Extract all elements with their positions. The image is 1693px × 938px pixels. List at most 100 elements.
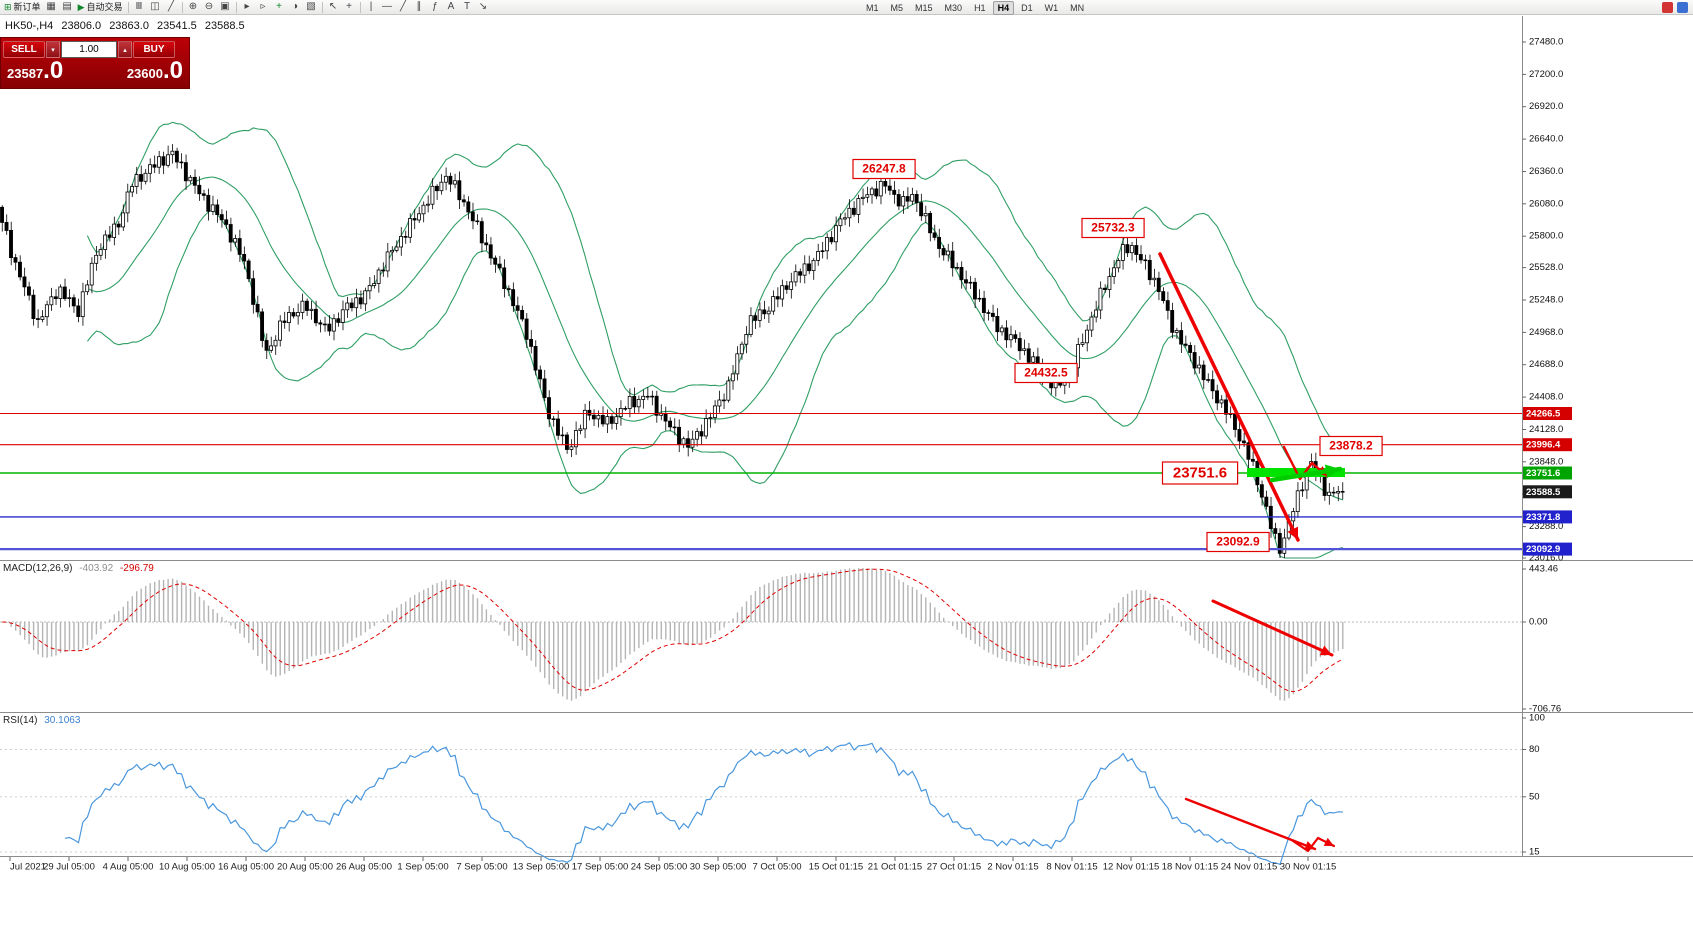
sell-price: 23587.0 (7, 57, 64, 84)
buy-button[interactable]: BUY (133, 41, 175, 58)
macd-main-value: -403.92 (79, 563, 114, 574)
svg-text:0.00: 0.00 (1529, 617, 1548, 628)
volume-input[interactable] (61, 41, 117, 58)
bar-chart-icon[interactable]: Ⅲ (135, 1, 143, 12)
svg-text:23588.5: 23588.5 (1526, 487, 1561, 498)
svg-text:16 Aug 05:00: 16 Aug 05:00 (218, 862, 274, 873)
toolbar-separator (235, 1, 237, 13)
candlestick-chart-icon[interactable]: ◫ (150, 1, 160, 12)
svg-text:24 Nov 01:15: 24 Nov 01:15 (1221, 862, 1278, 873)
symbol-period-label: HK50-,H4 (5, 20, 54, 32)
timeframe-button-h1[interactable]: H1 (974, 2, 986, 13)
crosshair-icon[interactable]: + (346, 1, 352, 12)
line-chart-icon[interactable]: ╱ (167, 1, 175, 12)
svg-text:27480.0: 27480.0 (1529, 37, 1563, 48)
svg-text:17 Sep 05:00: 17 Sep 05:00 (572, 862, 629, 873)
timeframe-button-m1[interactable]: M1 (866, 2, 879, 13)
timeframe-button-m5[interactable]: M5 (890, 2, 904, 13)
text-tool-icon[interactable]: A (447, 1, 455, 12)
vertical-line-icon[interactable]: | (369, 1, 373, 12)
autotrading-button[interactable]: ▶ 自动交易 (76, 1, 125, 14)
sell-dropdown-caret[interactable]: ▾ (46, 41, 60, 58)
arrows-tool-icon[interactable]: ↘ (478, 1, 488, 12)
channel-icon[interactable]: ∥ (416, 1, 422, 12)
svg-text:24968.0: 24968.0 (1529, 327, 1563, 338)
volume-stepper-caret[interactable]: ▴ (118, 41, 132, 58)
autotrading-icon: ▶ (77, 1, 85, 12)
close-value: 23588.5 (204, 20, 245, 32)
svg-text:23371.8: 23371.8 (1526, 512, 1560, 523)
macd-name: MACD(12,26,9) (3, 563, 73, 574)
label-tool-icon[interactable]: T (463, 1, 471, 12)
svg-text:13 Sep 05:00: 13 Sep 05:00 (513, 862, 570, 873)
auto-scroll-icon[interactable]: ▸ (244, 1, 250, 12)
svg-text:15: 15 (1529, 847, 1540, 858)
hlines-layer[interactable] (0, 413, 1522, 551)
rsi-indicator-label: RSI(14) 30.1063 (3, 715, 80, 726)
svg-text:26360.0: 26360.0 (1529, 166, 1563, 177)
svg-text:4 Aug 05:00: 4 Aug 05:00 (103, 862, 154, 873)
svg-text:23751.6: 23751.6 (1173, 464, 1227, 481)
open-value: 23806.0 (61, 20, 102, 32)
indicators-icon[interactable]: + (276, 1, 282, 12)
horizontal-line-icon[interactable]: — (382, 1, 392, 12)
svg-text:23092.9: 23092.9 (1216, 535, 1260, 549)
fibonacci-icon[interactable]: ƒ (432, 1, 438, 12)
annotations-layer[interactable]: 26247.8 25732.3 24432.5 23751.6 23878.2 23092… (852, 158, 1383, 553)
chart-window-icon[interactable]: ▦ (46, 1, 56, 12)
svg-text:24408.0: 24408.0 (1529, 392, 1563, 403)
svg-text:25800.0: 25800.0 (1529, 231, 1563, 242)
svg-text:12 Nov 01:15: 12 Nov 01:15 (1103, 862, 1160, 873)
svg-text:7 Sep 05:00: 7 Sep 05:00 (456, 862, 507, 873)
svg-text:23996.4: 23996.4 (1526, 440, 1561, 451)
drawings-layer[interactable] (1158, 252, 1345, 853)
svg-text:26247.8: 26247.8 (862, 162, 906, 176)
svg-text:29 Jul 05:00: 29 Jul 05:00 (43, 862, 95, 873)
frame-layer (0, 16, 1693, 857)
new-order-button[interactable]: ⊞ 新订单 (2, 1, 43, 14)
blue-square-icon[interactable] (1677, 2, 1688, 13)
candles-layer (0, 144, 1345, 558)
periods-icon[interactable]: ◑ (291, 1, 299, 12)
one-click-trading-panel: SELL ▾ ▴ BUY 23587.0 23600.0 (0, 37, 190, 89)
tile-windows-icon[interactable]: ▣ (220, 1, 230, 12)
timeframe-button-w1[interactable]: W1 (1044, 2, 1059, 13)
svg-text:23288.0: 23288.0 (1529, 521, 1563, 532)
svg-text:30 Nov 01:15: 30 Nov 01:15 (1280, 862, 1337, 873)
svg-text:26920.0: 26920.0 (1529, 101, 1563, 112)
new-order-label: 新订单 (13, 1, 41, 12)
chart-shift-icon[interactable]: ▹ (260, 1, 266, 12)
trendline-icon[interactable]: ╱ (399, 1, 407, 12)
svg-text:26 Aug 05:00: 26 Aug 05:00 (336, 862, 392, 873)
zoom-in-icon[interactable]: ⊕ (188, 1, 198, 12)
cursor-icon[interactable]: ↖ (328, 1, 338, 12)
toolbar-separator (127, 1, 129, 13)
timeframe-button-m30[interactable]: M30 (944, 2, 963, 13)
svg-text:24432.5: 24432.5 (1024, 366, 1068, 380)
svg-text:23751.6: 23751.6 (1526, 468, 1560, 479)
timeframe-button-m15[interactable]: M15 (915, 2, 933, 13)
buy-price: 23600.0 (126, 57, 183, 84)
scale-layer[interactable]: 27480.0 27200.0 26920.0 26640.0 26360.0 26080… (1522, 37, 1572, 858)
profiles-icon[interactable]: ▤ (62, 1, 72, 12)
red-square-icon[interactable] (1662, 2, 1673, 13)
timeframe-button-d1[interactable]: D1 (1021, 2, 1033, 13)
toolbar-separator (359, 1, 361, 13)
high-value: 23863.0 (109, 20, 149, 32)
low-value: 23541.5 (157, 20, 197, 32)
zoom-out-icon[interactable]: ⊖ (204, 1, 214, 12)
timeframe-button-mn[interactable]: MN (1070, 2, 1085, 13)
svg-text:Jul 2021: Jul 2021 (10, 862, 46, 873)
sell-button[interactable]: SELL (3, 41, 45, 58)
rsi-layer (0, 742, 1522, 866)
top-toolbar: ⊞ 新订单 ▦ ▤ ▶ 自动交易 Ⅲ ◫ ╱ ⊕ ⊖ ▣ ▸ ▹ + ◑ ▧ ↖… (0, 0, 1693, 15)
svg-text:23092.9: 23092.9 (1526, 544, 1560, 555)
rsi-value: 30.1063 (44, 715, 81, 726)
svg-text:18 Nov 01:15: 18 Nov 01:15 (1162, 862, 1219, 873)
templates-icon[interactable]: ▧ (306, 1, 316, 12)
timeframe-button-h4[interactable]: H4 (992, 0, 1015, 15)
toolbar-right-group (1662, 2, 1688, 13)
toolbar-separator (321, 1, 323, 13)
